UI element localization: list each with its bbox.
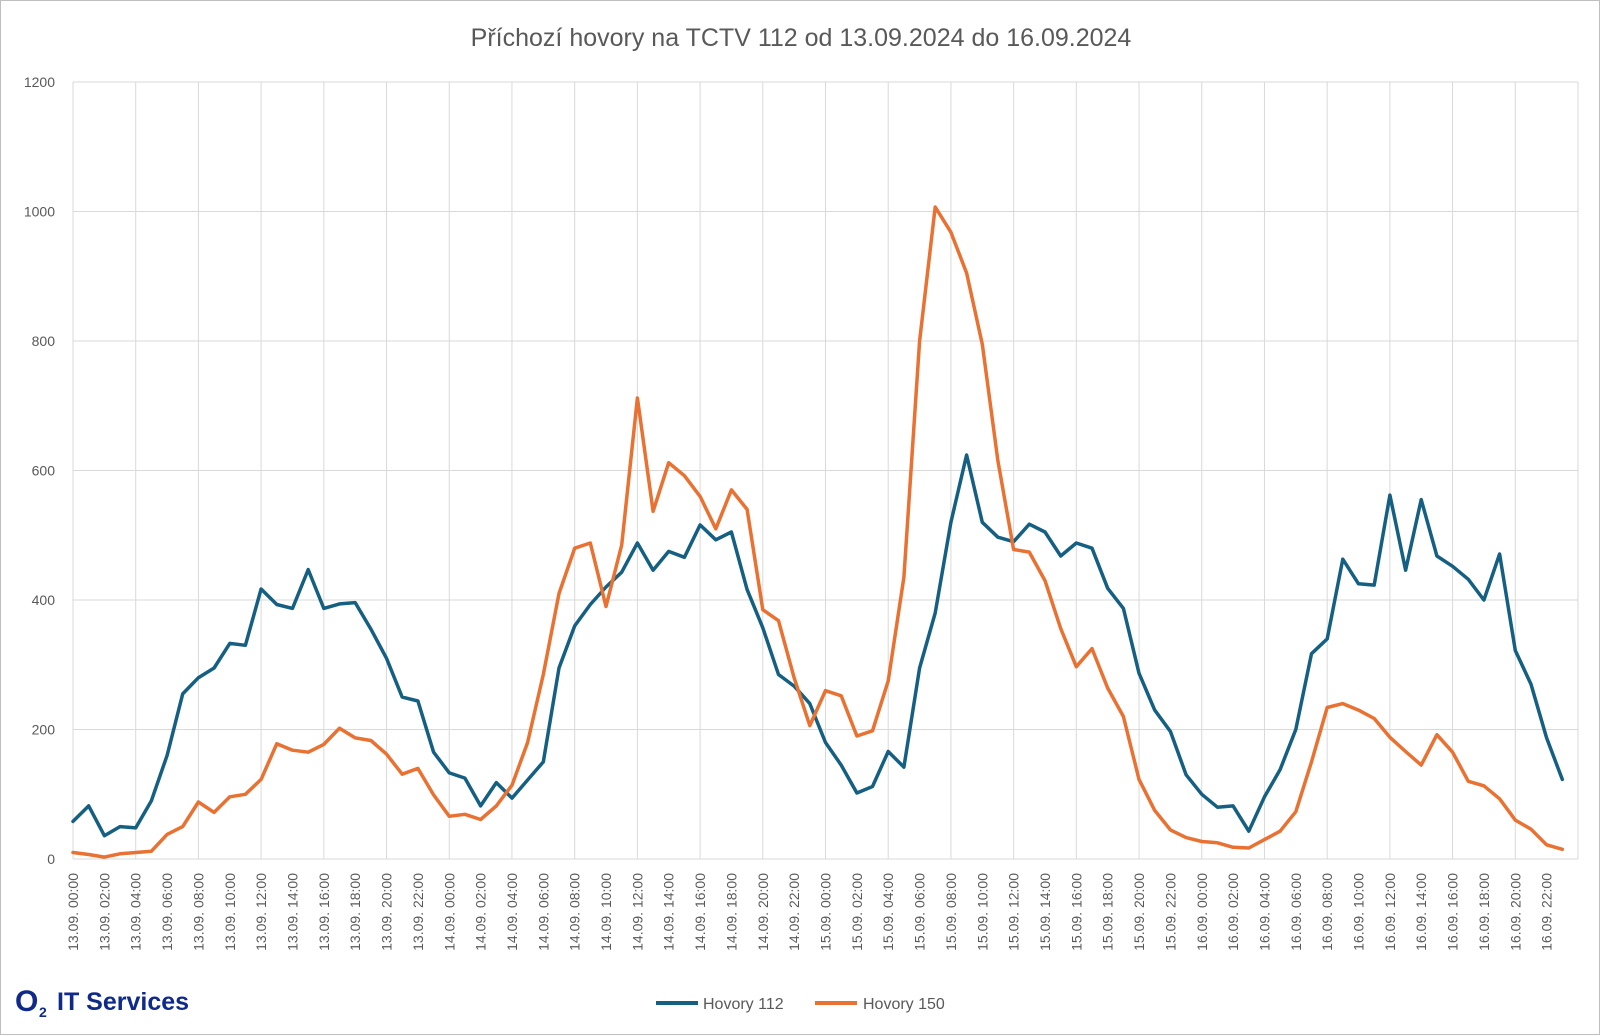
x-tick-label: 15.09. 08:00 xyxy=(943,873,959,951)
x-tick-label: 14.09. 22:00 xyxy=(786,873,802,951)
y-tick-label: 1000 xyxy=(24,204,55,220)
x-tick-label: 16.09. 12:00 xyxy=(1382,873,1398,951)
y-tick-label: 1200 xyxy=(24,74,55,90)
legend: Hovory 112 Hovory 150 xyxy=(656,996,945,1013)
x-tick-label: 13.09. 02:00 xyxy=(96,873,112,951)
chart-title: Příchozí hovory na TCTV 112 od 13.09.202… xyxy=(471,24,1132,52)
x-tick-label: 16.09. 18:00 xyxy=(1476,873,1492,951)
x-tick-label: 14.09. 06:00 xyxy=(535,873,551,951)
x-axis-ticks: 13.09. 00:00 13.09. 02:00 13.09. 04:00 13.0… xyxy=(65,873,1555,951)
x-tick-label: 14.09. 10:00 xyxy=(598,873,614,951)
x-tick-label: 14.09. 14:00 xyxy=(661,873,677,951)
x-tick-label: 14.09. 12:00 xyxy=(629,873,645,951)
x-tick-label: 15.09. 14:00 xyxy=(1037,873,1053,951)
logo-subscript: 2 xyxy=(39,1004,47,1020)
x-tick-label: 16.09. 22:00 xyxy=(1539,873,1555,951)
series-layer xyxy=(71,205,1565,859)
x-tick-label: 15.09. 16:00 xyxy=(1068,873,1084,951)
y-tick-label: 200 xyxy=(32,722,56,738)
y-tick-label: 600 xyxy=(32,463,56,479)
x-tick-label: 13.09. 18:00 xyxy=(347,873,363,951)
x-tick-label: 16.09. 08:00 xyxy=(1319,873,1335,951)
x-tick-label: 16.09. 10:00 xyxy=(1351,873,1367,951)
x-tick-label: 15.09. 06:00 xyxy=(912,873,928,951)
x-tick-label: 15.09. 00:00 xyxy=(818,873,834,951)
x-tick-label: 15.09. 18:00 xyxy=(1100,873,1116,951)
x-tick-label: 14.09. 18:00 xyxy=(723,873,739,951)
x-tick-label: 13.09. 06:00 xyxy=(159,873,175,951)
x-tick-label: 14.09. 00:00 xyxy=(441,873,457,951)
y-tick-label: 400 xyxy=(32,592,56,608)
legend-label-hovory-112: Hovory 112 xyxy=(703,996,784,1013)
gridlines xyxy=(72,81,1579,860)
x-tick-label: 16.09. 06:00 xyxy=(1288,873,1304,951)
y-tick-label: 0 xyxy=(47,851,55,867)
x-tick-label: 14.09. 08:00 xyxy=(567,873,583,951)
x-tick-label: 13.09. 10:00 xyxy=(222,873,238,951)
x-tick-label: 13.09. 12:00 xyxy=(253,873,269,951)
x-tick-label: 13.09. 14:00 xyxy=(284,873,300,951)
x-tick-label: 16.09. 16:00 xyxy=(1445,873,1461,951)
x-tick-label: 14.09. 16:00 xyxy=(692,873,708,951)
o2-it-services-logo: O 2 IT Services xyxy=(15,985,189,1020)
series-line-hovory-150 xyxy=(71,205,1565,859)
series-line-hovory-112 xyxy=(71,453,1565,838)
logo-text: IT Services xyxy=(57,988,189,1016)
y-axis-ticks: 0 200 400 600 800 1000 1200 xyxy=(24,74,55,867)
x-tick-label: 14.09. 02:00 xyxy=(473,873,489,951)
x-tick-label: 16.09. 04:00 xyxy=(1256,873,1272,951)
x-tick-label: 16.09. 02:00 xyxy=(1225,873,1241,951)
x-tick-label: 13.09. 16:00 xyxy=(316,873,332,951)
x-tick-label: 13.09. 08:00 xyxy=(190,873,206,951)
y-tick-label: 800 xyxy=(32,333,56,349)
x-tick-label: 15.09. 20:00 xyxy=(1131,873,1147,951)
x-tick-label: 13.09. 04:00 xyxy=(128,873,144,951)
x-tick-label: 13.09. 00:00 xyxy=(65,873,81,951)
x-tick-label: 14.09. 04:00 xyxy=(504,873,520,951)
x-tick-label: 15.09. 10:00 xyxy=(974,873,990,951)
legend-label-hovory-150: Hovory 150 xyxy=(863,996,945,1013)
x-tick-label: 16.09. 14:00 xyxy=(1413,873,1429,951)
x-tick-label: 15.09. 02:00 xyxy=(849,873,865,951)
x-tick-label: 16.09. 00:00 xyxy=(1194,873,1210,951)
x-tick-label: 13.09. 20:00 xyxy=(379,873,395,951)
x-tick-label: 16.09. 20:00 xyxy=(1507,873,1523,951)
x-tick-label: 15.09. 12:00 xyxy=(1006,873,1022,951)
x-tick-label: 15.09. 04:00 xyxy=(880,873,896,951)
x-tick-label: 13.09. 22:00 xyxy=(410,873,426,951)
logo-o: O xyxy=(15,985,38,1018)
x-tick-label: 15.09. 22:00 xyxy=(1162,873,1178,951)
x-tick-label: 14.09. 20:00 xyxy=(755,873,771,951)
